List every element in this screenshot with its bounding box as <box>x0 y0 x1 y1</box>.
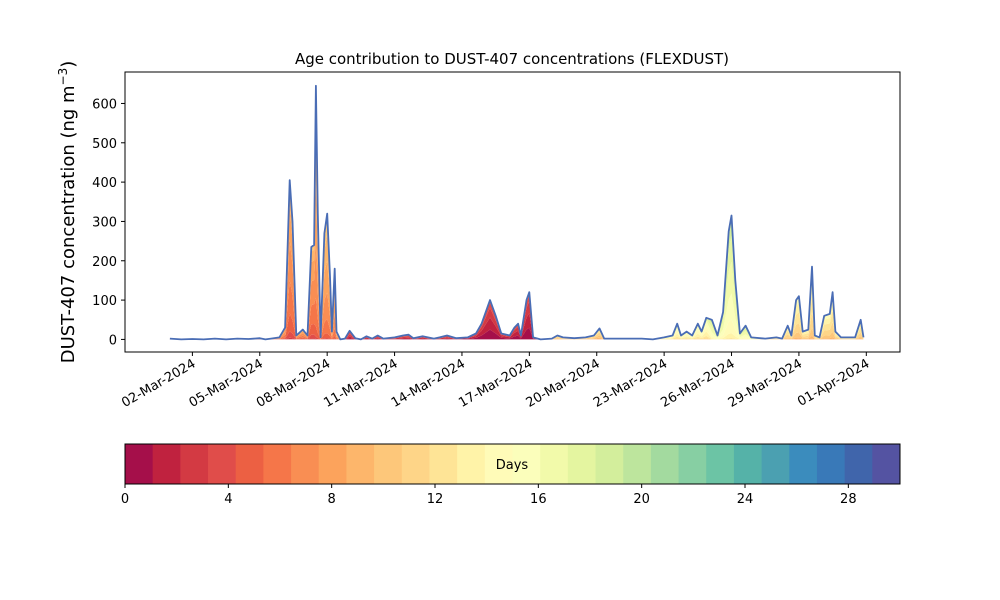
age-band-area-0 <box>169 327 864 340</box>
age-band-area-12 <box>169 85 864 340</box>
colorbar-tick-label: 0 <box>121 492 129 507</box>
x-tick-label: 11-Mar-2024 <box>321 356 400 410</box>
colorbar-swatch <box>429 444 458 484</box>
colorbar-tick-label: 24 <box>737 492 754 507</box>
x-tick-label: 01-Apr-2024 <box>795 356 872 409</box>
age-band-area-19 <box>169 85 864 340</box>
age-band-area-8 <box>169 127 864 340</box>
x-tick-label: 23-Mar-2024 <box>591 356 670 410</box>
x-tick-label: 14-Mar-2024 <box>389 356 468 410</box>
x-tick-label: 26-Mar-2024 <box>658 356 737 410</box>
age-band-area-20 <box>169 85 864 340</box>
colorbar-swatch <box>678 444 707 484</box>
chart-title: Age contribution to DUST-407 concentrati… <box>295 50 729 68</box>
colorbar-tick-label: 8 <box>328 492 336 507</box>
colorbar-swatch <box>816 444 846 484</box>
age-band-area-27 <box>169 85 864 340</box>
colorbar-swatch <box>208 444 237 484</box>
age-band-area-16 <box>169 85 864 340</box>
colorbar-tick-label: 12 <box>427 492 444 507</box>
y-tick-label: 500 <box>92 137 117 152</box>
colorbar-swatch <box>706 444 735 484</box>
colorbar-swatch <box>844 444 873 484</box>
age-band-area-21 <box>169 85 864 340</box>
colorbar-swatch <box>291 444 320 484</box>
colorbar-swatch <box>152 444 181 484</box>
colorbar-tick-label: 16 <box>530 492 547 507</box>
x-tick-label: 29-Mar-2024 <box>726 356 805 410</box>
y-axis-label: DUST-407 concentration (ng m−3) <box>56 61 79 364</box>
age-band-area-23 <box>169 85 864 340</box>
age-band-area-1 <box>169 313 864 340</box>
colorbar-swatch <box>540 444 569 484</box>
colorbar-axis: 0 4 8 12 16 20 24 28 <box>121 484 857 507</box>
svg-text:DUST-407 concentration (ng m−3: DUST-407 concentration (ng m−3) <box>56 61 79 364</box>
y-axis-label-superscript: −3 <box>56 68 70 86</box>
y-tick-label: 200 <box>92 255 117 270</box>
age-band-area-26 <box>169 85 864 340</box>
colorbar-swatch <box>512 444 541 484</box>
age-band-area-9 <box>169 98 864 340</box>
colorbar-swatch <box>595 444 624 484</box>
y-tick-label: 600 <box>92 97 117 112</box>
age-band-area-10 <box>169 88 864 340</box>
age-band-area-15 <box>169 85 864 340</box>
x-tick-label: 05-Mar-2024 <box>187 356 266 410</box>
colorbar-swatch <box>761 444 790 484</box>
x-tick-label: 02-Mar-2024 <box>119 356 198 410</box>
colorbar-swatch <box>789 444 818 484</box>
age-contribution-areas <box>169 85 864 340</box>
age-band-area-17 <box>169 85 864 340</box>
colorbar-tick-label: 20 <box>633 492 650 507</box>
x-tick-label: 20-Mar-2024 <box>524 356 603 410</box>
colorbar-swatch <box>374 444 403 484</box>
plot-frame <box>124 71 901 353</box>
x-tick-label: 17-Mar-2024 <box>456 356 535 410</box>
colorbar <box>125 444 901 484</box>
age-band-area-14 <box>169 85 864 340</box>
age-band-area-25 <box>169 85 864 340</box>
y-axis: 0 100 200 300 400 500 600 <box>92 97 125 348</box>
y-tick-label: 300 <box>92 215 117 230</box>
colorbar-swatch <box>235 444 264 484</box>
colorbar-tick-label: 4 <box>224 492 232 507</box>
colorbar-swatch <box>263 444 292 484</box>
colorbar-swatch <box>180 444 209 484</box>
x-tick-label: 08-Mar-2024 <box>254 356 333 410</box>
colorbar-swatch <box>872 444 901 484</box>
colorbar-swatch <box>567 444 597 484</box>
age-band-area-22 <box>169 85 864 340</box>
y-tick-label: 100 <box>92 294 117 309</box>
colorbar-swatch <box>457 444 486 484</box>
colorbar-swatch <box>623 444 652 484</box>
colorbar-swatch <box>346 444 375 484</box>
age-band-area-18 <box>169 85 864 340</box>
y-tick-label: 0 <box>109 333 117 348</box>
colorbar-swatch <box>733 444 763 484</box>
colorbar-label: Days <box>496 458 529 473</box>
colorbar-swatch <box>650 444 680 484</box>
x-axis: 02-Mar-202405-Mar-202408-Mar-202411-Mar-… <box>119 352 872 411</box>
colorbar-swatch <box>484 444 513 484</box>
colorbar-tick-label: 28 <box>840 492 857 507</box>
y-axis-label-main: DUST-407 concentration (ng m <box>58 85 79 363</box>
colorbar-swatch <box>125 444 154 484</box>
y-axis-label-close: ) <box>58 61 79 68</box>
y-tick-label: 400 <box>92 176 117 191</box>
age-band-area-13 <box>169 85 864 340</box>
age-band-area-11 <box>169 86 864 340</box>
colorbar-swatch <box>318 444 347 484</box>
total-concentration-line <box>169 84 865 341</box>
colorbar-frame <box>124 443 901 485</box>
age-band-area-24 <box>169 85 864 340</box>
colorbar-swatch <box>401 444 430 484</box>
age-band-area-7 <box>169 180 864 340</box>
